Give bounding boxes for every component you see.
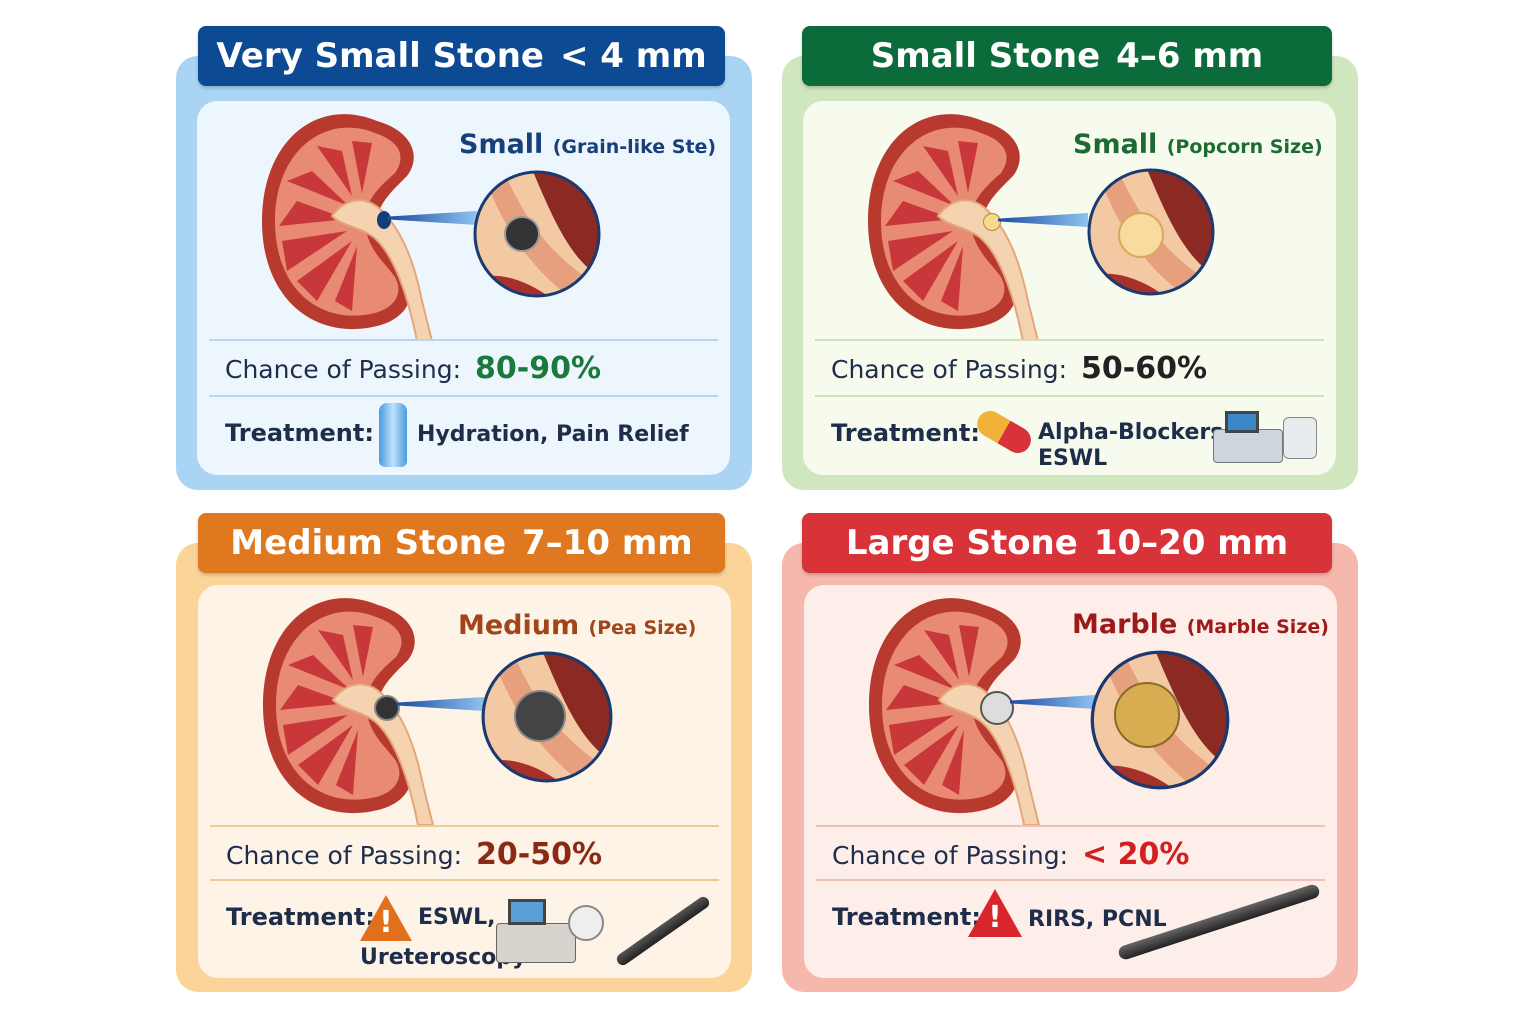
card-title: Medium Stone: [230, 523, 507, 563]
treatment-text: RIRS, PCNL: [1028, 907, 1167, 932]
card-body: Medium (Pea Size) Chance of Passing: 20-5…: [198, 585, 731, 978]
divider: [209, 395, 718, 397]
treatment-text-line1: ESWL,: [418, 905, 496, 930]
treatment-label: Treatment:: [226, 903, 375, 931]
stone-marker: [377, 211, 391, 229]
size-range: 10–20 mm: [1093, 523, 1289, 563]
magnified-stone-view: [480, 650, 614, 784]
card-title: Small Stone: [870, 36, 1101, 76]
magnified-stone-view: [472, 169, 602, 299]
stone-marker: [980, 691, 1014, 725]
card-title: Very Small Stone: [216, 36, 544, 76]
card-header: Small Stone 4–6 mm: [802, 26, 1332, 86]
chance-of-passing: Chance of Passing: 20-50%: [226, 837, 603, 872]
magnified-stone-view: [1089, 649, 1231, 791]
water-bottle-icon: [379, 403, 407, 467]
medium-stone-card: Medium Stone 7–10 mm Medium (Pea Size) Ch…: [176, 513, 752, 992]
divider: [815, 339, 1324, 341]
card-body: Marble (Marble Size) Chance of Passing: <…: [804, 585, 1337, 978]
divider: [210, 825, 719, 827]
stone-size-label: Small (Popcorn Size): [1073, 129, 1323, 160]
magnified-stone-view: [1086, 167, 1216, 297]
card-body: Small (Grain-like Ste) Chance of Passing…: [197, 101, 730, 475]
capsule-icon: [972, 406, 1036, 458]
kidney-illustration: [864, 585, 1064, 825]
divider: [209, 339, 718, 341]
chance-of-passing: Chance of Passing: 80-90%: [225, 351, 602, 386]
card-header: Medium Stone 7–10 mm: [198, 513, 725, 573]
large-stone-card: Large Stone 10–20 mm Marble (Marble Size)…: [782, 513, 1358, 992]
divider: [210, 879, 719, 881]
treatment-text-line1: Alpha-Blockers,: [1038, 420, 1232, 445]
lithotripter-machine-icon: [1213, 411, 1318, 466]
stone-size-label: Medium (Pea Size): [458, 610, 697, 641]
treatment-label: Treatment:: [831, 419, 980, 447]
divider: [816, 879, 1325, 881]
lithotripter-machine-icon: [496, 897, 606, 967]
divider: [815, 395, 1324, 397]
card-title: Large Stone: [845, 523, 1078, 563]
stone-size-label: Marble (Marble Size): [1072, 609, 1329, 640]
size-range: 4–6 mm: [1116, 36, 1264, 76]
chance-value: 50-60%: [1081, 351, 1208, 386]
chance-value: 80-90%: [475, 351, 602, 386]
treatment-text-line2: ESWL: [1038, 446, 1108, 471]
chance-value: 20-50%: [476, 837, 603, 872]
stone-marker: [983, 213, 1001, 231]
card-header: Very Small Stone < 4 mm: [198, 26, 725, 86]
very-small-stone-card: Very Small Stone < 4 mm Small (Grain-like…: [176, 26, 752, 490]
size-range: < 4 mm: [559, 36, 707, 76]
treatment-label: Treatment:: [225, 419, 374, 447]
stone-size-label: Small (Grain-like Ste): [459, 129, 717, 160]
card-body: Small (Popcorn Size) Chance of Passing: 5…: [803, 101, 1336, 475]
ureteroscope-icon: [614, 894, 712, 968]
chance-of-passing: Chance of Passing: 50-60%: [831, 351, 1208, 386]
small-stone-card: Small Stone 4–6 mm Small (Popcorn Size) C…: [782, 26, 1358, 490]
card-header: Large Stone 10–20 mm: [802, 513, 1332, 573]
size-range: 7–10 mm: [522, 523, 693, 563]
chance-of-passing: Chance of Passing: < 20%: [832, 837, 1190, 872]
treatment-text: Hydration, Pain Relief: [417, 422, 689, 447]
treatment-label: Treatment:: [832, 903, 981, 931]
stone-marker: [374, 695, 400, 721]
divider: [816, 825, 1325, 827]
chance-value: < 20%: [1082, 837, 1190, 872]
